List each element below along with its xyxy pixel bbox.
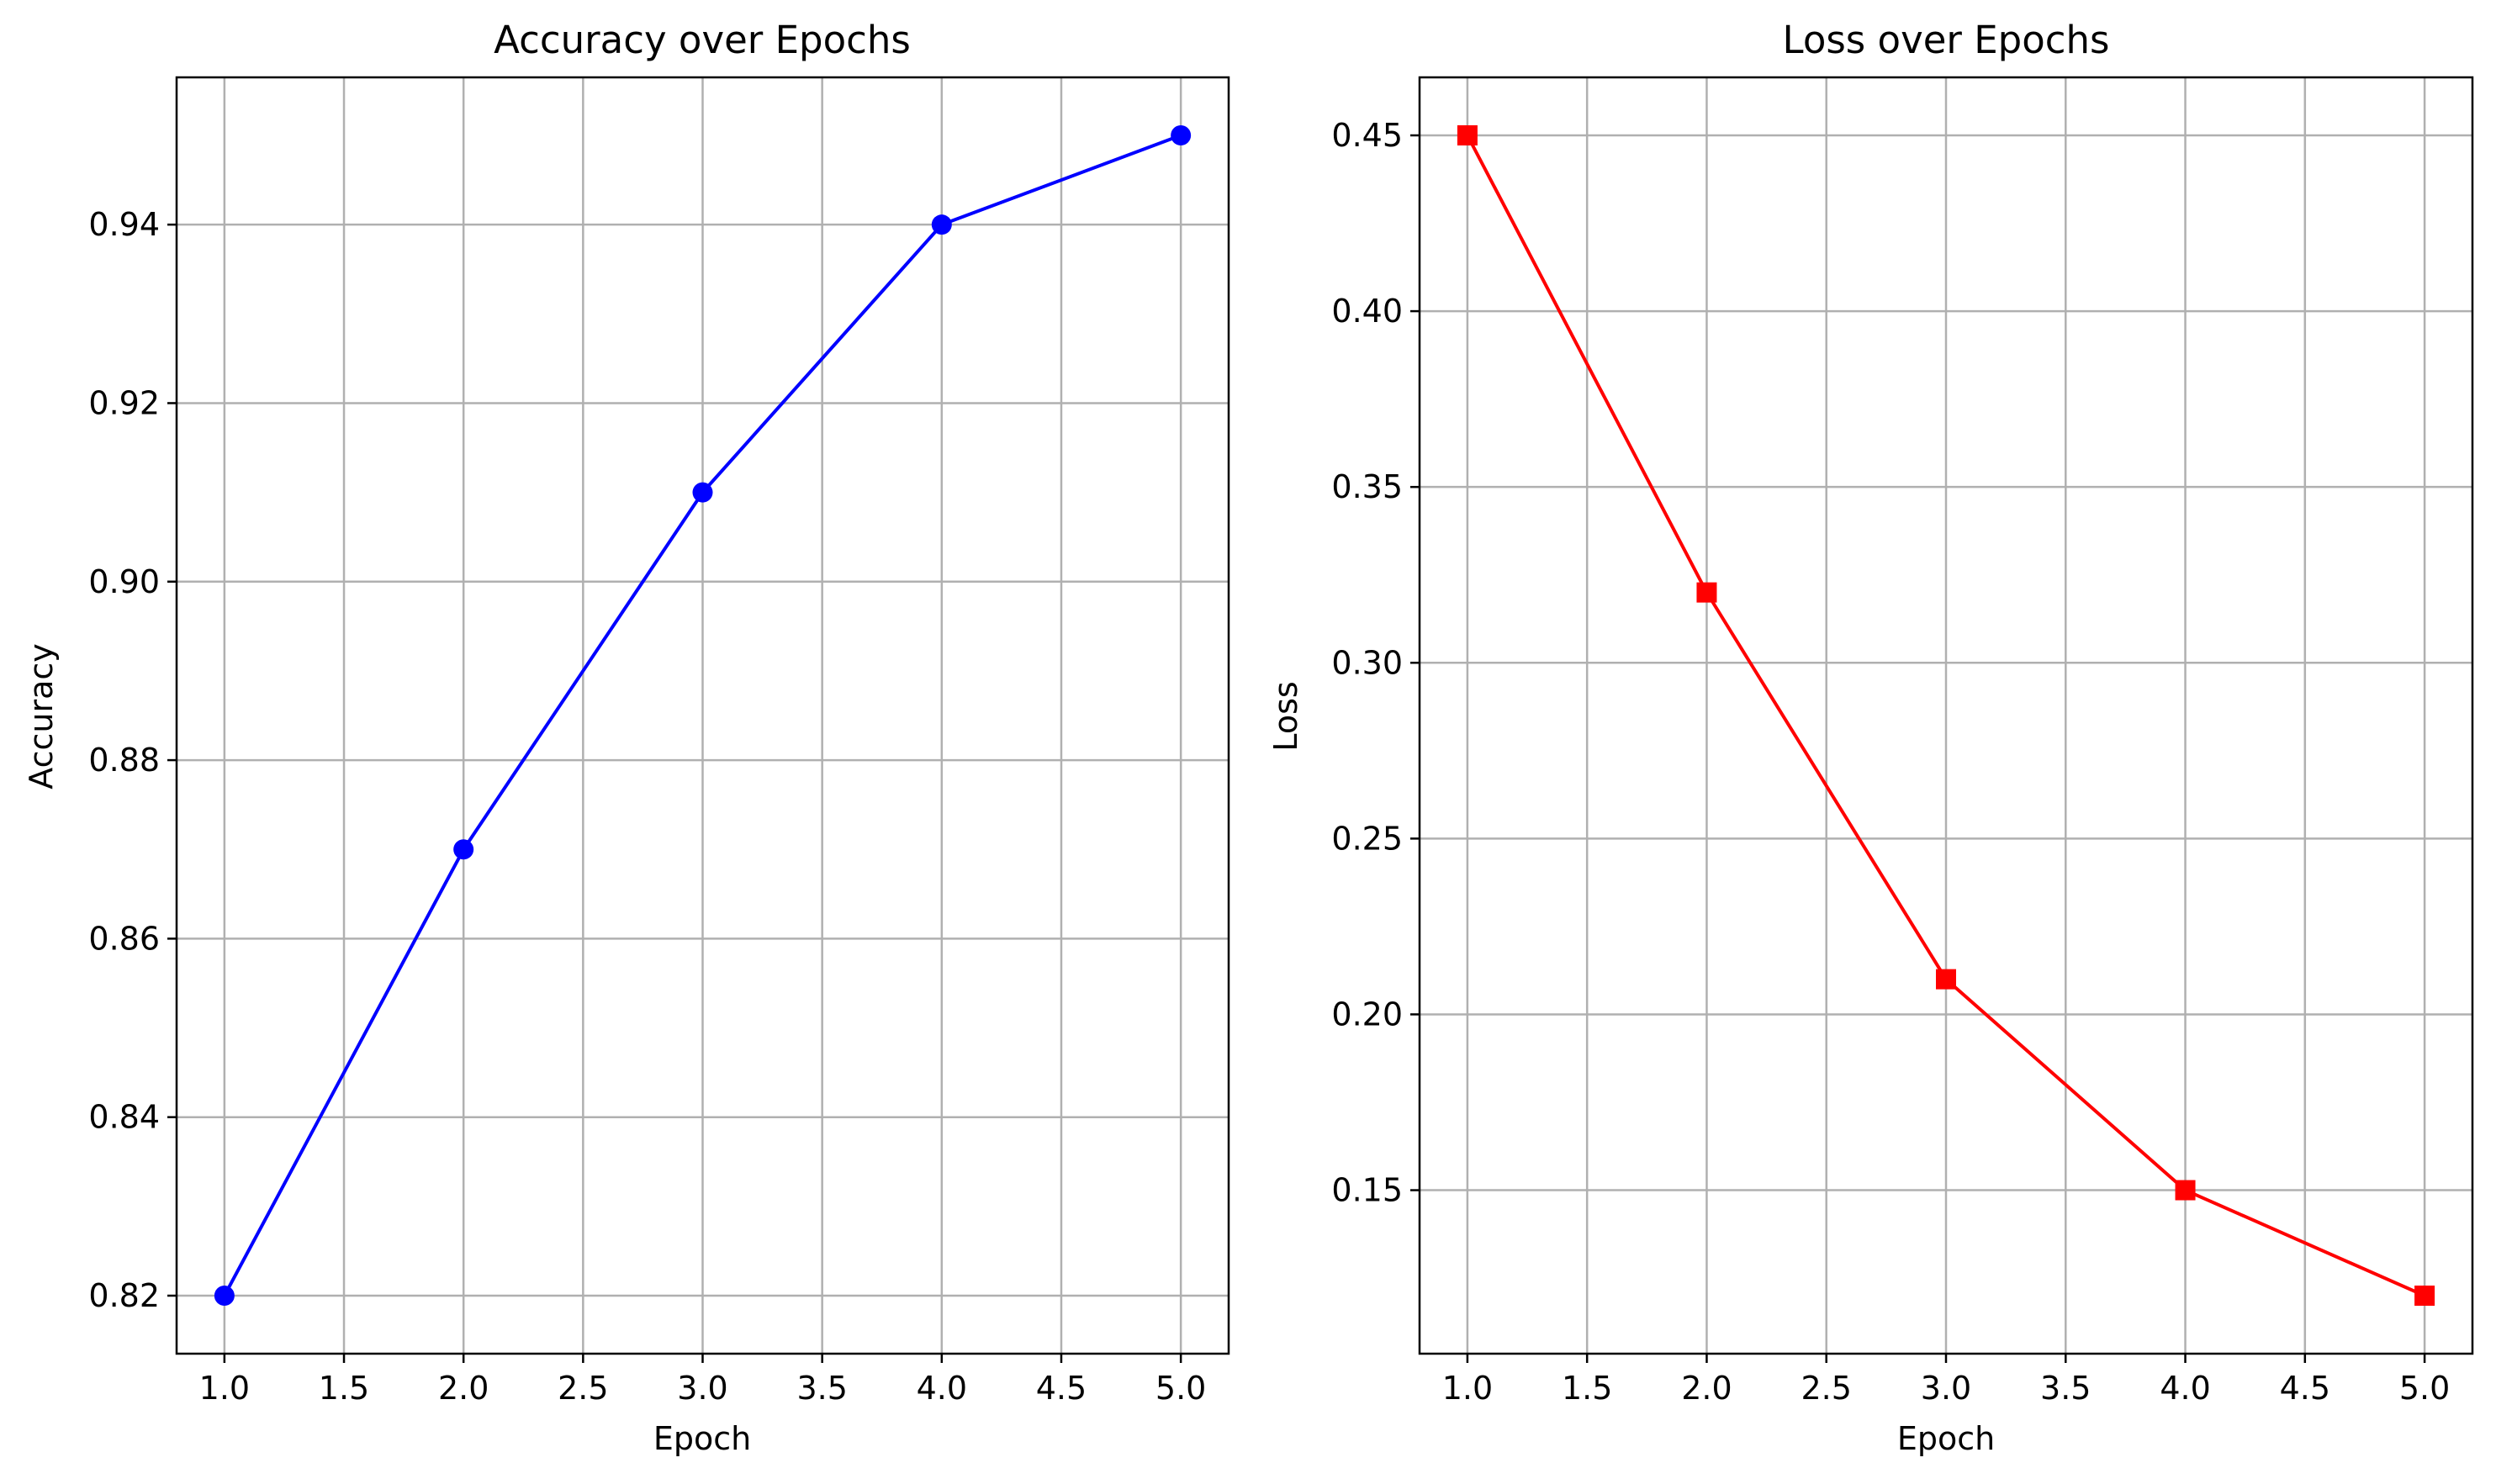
x-tick-label: 5.0 [1155, 1370, 1206, 1407]
x-tick-label: 3.0 [677, 1370, 727, 1407]
y-tick-label: 0.40 [1331, 293, 1403, 330]
x-tick-label: 2.5 [558, 1370, 608, 1407]
x-tick-label: 4.0 [917, 1370, 967, 1407]
data-point [453, 839, 474, 860]
x-tick-label: 3.5 [2040, 1370, 2091, 1407]
y-tick-label: 0.92 [88, 384, 160, 421]
y-tick-label: 0.30 [1331, 644, 1403, 681]
data-point [2175, 1180, 2196, 1201]
loss-chart: Loss over Epochs Epoch Loss 1.0 1.5 2.0 2.5… [1267, 18, 2474, 1457]
data-point [692, 482, 713, 503]
x-tick-label: 1.5 [1562, 1370, 1612, 1407]
y-axis-label: Loss [1267, 681, 1304, 751]
y-tick-label: 0.20 [1331, 995, 1403, 1032]
y-tick-label: 0.15 [1331, 1172, 1403, 1209]
x-tick-label: 4.5 [1036, 1370, 1087, 1407]
y-axis-label: Accuracy [23, 643, 60, 790]
y-tick-label: 0.45 [1331, 117, 1403, 154]
x-tick-label: 4.5 [2280, 1370, 2330, 1407]
y-tick-label: 0.94 [88, 206, 160, 243]
y-tick-label: 0.90 [88, 563, 160, 600]
plot-frame [1418, 76, 2474, 1355]
x-tick-label: 2.0 [438, 1370, 489, 1407]
x-axis-label: Epoch [653, 1420, 751, 1457]
data-point [931, 214, 952, 235]
data-point [1696, 582, 1717, 603]
data-point [2414, 1286, 2435, 1306]
grid [177, 77, 1229, 1354]
data-point [1457, 125, 1478, 145]
x-tick-label: 1.0 [199, 1370, 250, 1407]
data-point [1171, 125, 1192, 145]
y-tick-label: 0.84 [88, 1099, 160, 1136]
x-tick-label: 3.0 [1921, 1370, 1971, 1407]
x-tick-label: 4.0 [2160, 1370, 2210, 1407]
data-point [214, 1286, 235, 1306]
x-tick-label: 2.5 [1801, 1370, 1852, 1407]
data-point [1936, 969, 1956, 990]
plot-frame [175, 76, 1230, 1355]
y-tick-label: 0.86 [88, 920, 160, 957]
accuracy-chart: Accuracy over Epochs Epoch Accuracy 1.0 1… [23, 18, 1230, 1457]
x-tick-label: 1.5 [319, 1370, 369, 1407]
y-tick-label: 0.88 [88, 742, 160, 779]
y-tick-label: 0.82 [88, 1277, 160, 1314]
x-tick-label: 1.0 [1442, 1370, 1493, 1407]
x-tick-label: 5.0 [2399, 1370, 2450, 1407]
x-axis-label: Epoch [1897, 1420, 1995, 1457]
y-tick-label: 0.25 [1331, 820, 1403, 857]
grid [1420, 77, 2472, 1354]
chart-title: Accuracy over Epochs [494, 18, 911, 62]
chart-title: Loss over Epochs [1783, 18, 2110, 62]
y-tick-label: 0.35 [1331, 468, 1403, 505]
x-tick-label: 2.0 [1681, 1370, 1732, 1407]
x-tick-label: 3.5 [796, 1370, 847, 1407]
